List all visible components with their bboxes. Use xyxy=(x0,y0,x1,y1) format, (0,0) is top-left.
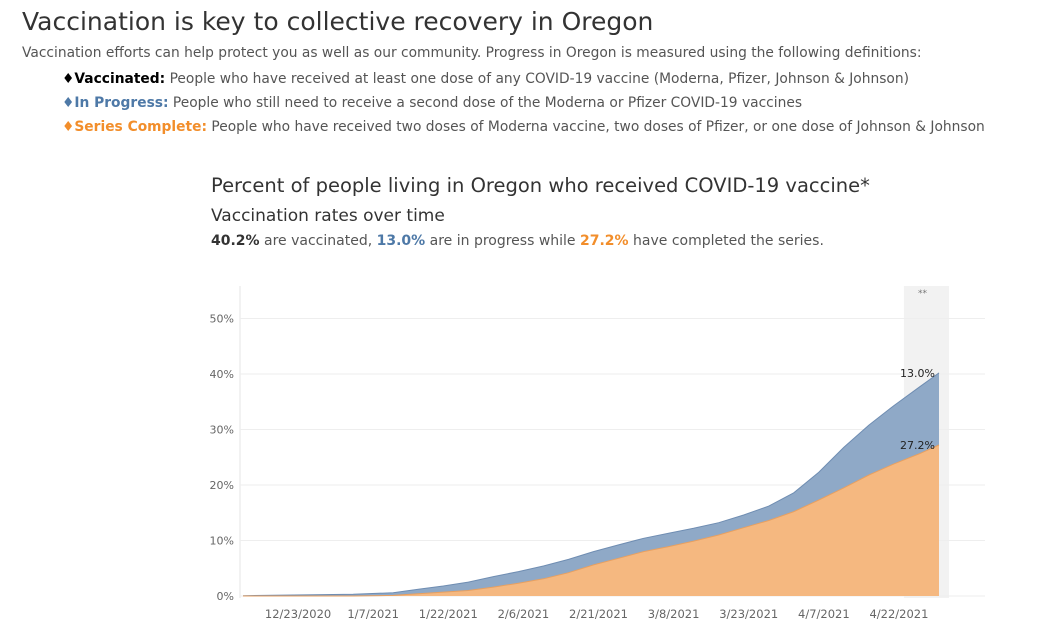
x-tick-label: 1/7/2021 xyxy=(347,607,399,621)
series-complete-line xyxy=(243,444,940,597)
definition-series-complete-term: Series Complete: xyxy=(74,119,207,135)
chart-title: Percent of people living in Oregon who r… xyxy=(211,174,870,197)
definition-vaccinated: ♦Vaccinated: People who have received at… xyxy=(62,67,985,91)
definition-series-complete: ♦Series Complete: People who have receiv… xyxy=(62,115,985,139)
definition-vaccinated-term: Vaccinated: xyxy=(74,71,166,87)
intro-text: Vaccination efforts can help protect you… xyxy=(22,45,922,61)
summary-complete-value: 27.2% xyxy=(580,233,629,249)
x-tick-label: 2/21/2021 xyxy=(569,607,628,621)
page-title: Vaccination is key to collective recover… xyxy=(22,7,654,36)
in-progress-end-label: 13.0% xyxy=(900,367,935,380)
summary-vaccinated-value: 40.2% xyxy=(211,233,260,249)
summary-vaccinated-text: are vaccinated, xyxy=(259,233,377,249)
x-tick-label: 4/22/2021 xyxy=(869,607,928,621)
x-tick-label: 3/23/2021 xyxy=(719,607,778,621)
definition-in-progress-term: In Progress: xyxy=(74,95,169,111)
definition-series-complete-bullet: ♦ xyxy=(62,119,75,135)
definition-series-complete-desc: People who have received two doses of Mo… xyxy=(207,119,985,135)
y-tick-label: 50% xyxy=(210,313,234,326)
series-complete-area xyxy=(243,445,939,596)
x-tick-label: 12/23/2020 xyxy=(265,607,331,621)
x-tick-label: 2/6/2021 xyxy=(498,607,550,621)
y-tick-label: 20% xyxy=(210,479,234,492)
y-tick-label: 0% xyxy=(217,590,234,603)
definition-vaccinated-desc: People who have received at least one do… xyxy=(165,71,909,87)
y-tick-label: 30% xyxy=(210,424,234,437)
x-tick-label: 4/7/2021 xyxy=(798,607,850,621)
y-tick-label: 40% xyxy=(210,368,234,381)
x-tick-label: 3/8/2021 xyxy=(648,607,700,621)
x-tick-label: 1/22/2021 xyxy=(419,607,478,621)
definition-in-progress-bullet: ♦ xyxy=(62,95,75,111)
highlight-band-label: ** xyxy=(918,289,928,299)
chart-subtitle: Vaccination rates over time xyxy=(211,206,445,226)
series-in-progress-line xyxy=(242,372,940,597)
chart-summary: 40.2% are vaccinated, 13.0% are in progr… xyxy=(211,233,824,249)
series-complete-end-label: 27.2% xyxy=(900,439,935,452)
summary-in-progress-text: are in progress while xyxy=(425,233,580,249)
definition-vaccinated-bullet: ♦ xyxy=(62,71,75,87)
summary-in-progress-value: 13.0% xyxy=(376,233,426,249)
definitions-list: ♦Vaccinated: People who have received at… xyxy=(62,67,985,139)
definition-in-progress-desc: People who still need to receive a secon… xyxy=(168,95,803,111)
summary-complete-text: have completed the series. xyxy=(628,233,824,249)
y-tick-label: 10% xyxy=(210,535,234,548)
definition-in-progress: ♦In Progress: People who still need to r… xyxy=(62,91,985,115)
